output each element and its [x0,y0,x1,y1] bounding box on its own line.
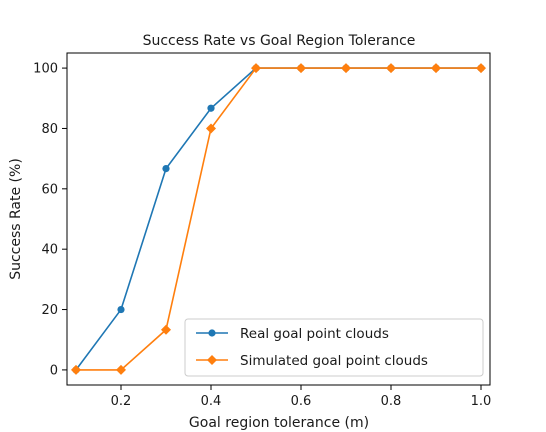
plot-area [66,52,491,386]
series-1 [71,63,486,375]
x-tick-label: 0.4 [201,394,222,409]
legend-entry-1: Simulated goal point clouds [196,353,428,369]
x-tick-label: 0.2 [111,394,132,409]
data-point [116,364,126,375]
data-point [162,164,170,173]
x-tick-label: 0.8 [381,394,402,409]
x-tick-label: 1.0 [471,394,492,409]
data-point [341,63,351,74]
data-point [431,63,441,74]
legend-swatch-marker [207,355,217,365]
y-tick-label: 60 [41,182,58,197]
data-point [71,364,81,375]
y-tick-label: 100 [33,62,58,77]
y-tick-label: 40 [41,243,58,258]
data-point [117,305,125,314]
legend: Real goal point clouds Simulated goal poi… [184,318,484,377]
y-tick-label: 0 [50,363,58,378]
legend-label: Simulated goal point clouds [240,353,428,369]
data-point [296,63,306,74]
legend-entry-0: Real goal point clouds [196,326,389,342]
data-point [207,104,215,112]
x-tick-label: 0.6 [291,394,312,409]
x-axis-label: Goal region tolerance (m) [189,415,369,431]
y-axis: 0 20 40 60 80 100 [33,62,67,378]
data-point [206,123,216,134]
chart-title: Success Rate vs Goal Region Tolerance [143,33,416,49]
data-point [251,63,261,74]
series-layer [71,63,486,375]
y-axis-label: Success Rate (%) [8,158,24,280]
y-tick-label: 20 [41,303,58,318]
data-point [476,63,486,74]
legend-box [184,318,484,377]
data-point [161,324,171,335]
legend-label: Real goal point clouds [240,326,389,342]
data-point [386,63,396,74]
legend-swatch-marker [208,329,216,337]
y-tick-label: 80 [41,122,58,137]
series-line [76,67,481,371]
x-axis: 0.2 0.4 0.6 0.8 1.0 [111,385,492,409]
